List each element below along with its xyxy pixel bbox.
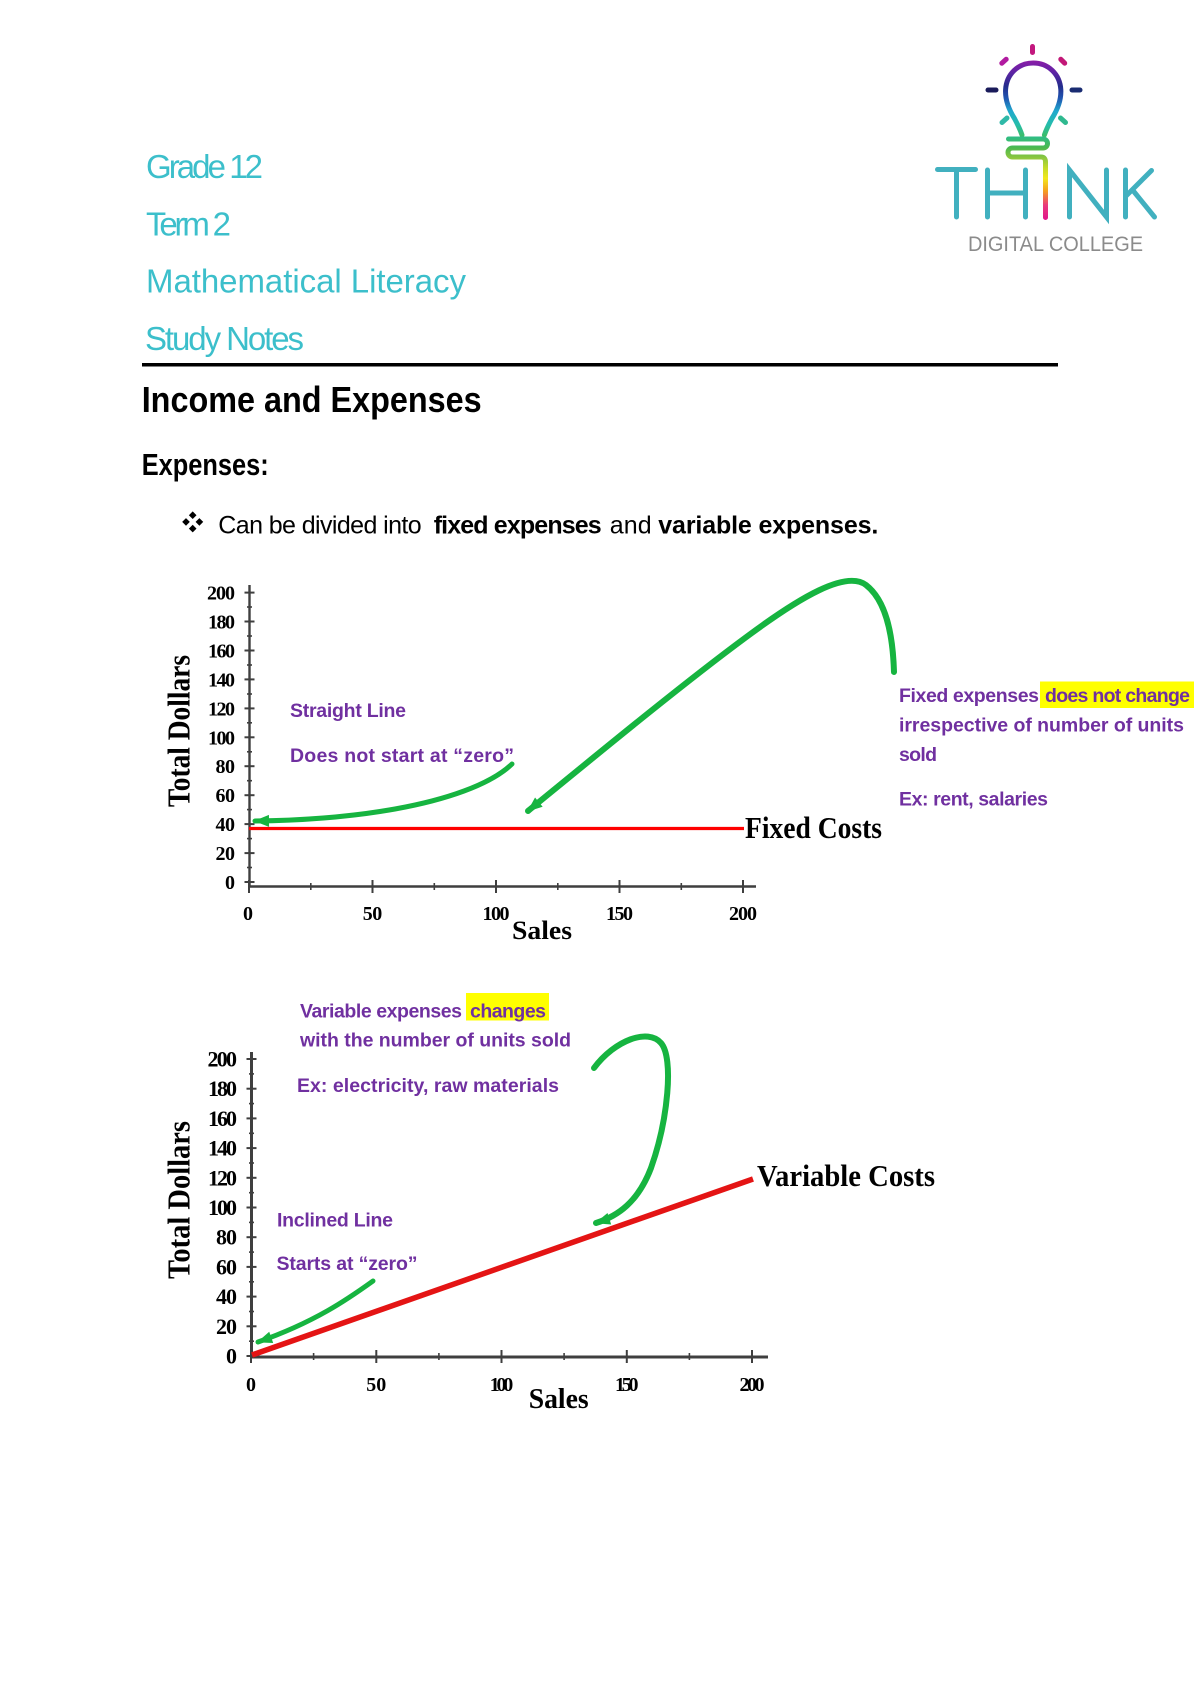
svg-text:Expenses:: Expenses: <box>142 447 269 482</box>
svg-text:80: 80 <box>216 1225 237 1250</box>
svg-text:Ex: electricity, raw materials: Ex: electricity, raw materials <box>297 1075 559 1097</box>
svg-text:20: 20 <box>216 1314 237 1339</box>
svg-text:200: 200 <box>207 583 235 605</box>
svg-text:40: 40 <box>216 1284 237 1309</box>
svg-text:50: 50 <box>363 903 383 925</box>
svg-text:0: 0 <box>226 1344 237 1369</box>
svg-text:0: 0 <box>243 903 253 925</box>
svg-text:and: and <box>610 511 652 539</box>
svg-text:Sales: Sales <box>529 1383 589 1415</box>
svg-text:Term 2: Term 2 <box>146 206 231 243</box>
svg-text:Mathematical Literacy: Mathematical Literacy <box>146 263 467 300</box>
svg-text:100: 100 <box>208 1195 237 1220</box>
svg-text:fixed expenses: fixed expenses <box>434 511 602 539</box>
svg-text:does not change: does not change <box>1045 685 1190 707</box>
svg-text:Ex: rent, salaries: Ex: rent, salaries <box>899 789 1048 811</box>
svg-text:Starts at “zero”: Starts at “zero” <box>277 1253 418 1275</box>
svg-text:0: 0 <box>246 1374 256 1396</box>
svg-text:Study Notes: Study Notes <box>145 320 304 357</box>
svg-text:160: 160 <box>208 641 235 663</box>
svg-text:160: 160 <box>208 1106 237 1131</box>
svg-text:irrespective of number of unit: irrespective of number of units <box>899 715 1184 737</box>
svg-text:DIGITAL COLLEGE: DIGITAL COLLEGE <box>968 233 1143 256</box>
svg-text:150: 150 <box>606 903 633 925</box>
svg-text:Fixed Costs: Fixed Costs <box>745 810 882 845</box>
svg-text:140: 140 <box>208 669 235 691</box>
svg-text:180: 180 <box>208 1076 237 1101</box>
svg-text:140: 140 <box>208 1136 237 1161</box>
svg-text:40: 40 <box>216 814 236 836</box>
svg-text:120: 120 <box>208 698 235 720</box>
svg-text:with the number of units sold: with the number of units sold <box>299 1030 571 1052</box>
svg-text:sold: sold <box>899 744 937 766</box>
svg-text:80: 80 <box>216 756 236 778</box>
svg-text:Fixed expenses: Fixed expenses <box>899 685 1039 707</box>
svg-text:Variable expenses: Variable expenses <box>300 1001 462 1023</box>
svg-text:20: 20 <box>216 843 236 865</box>
svg-text:120: 120 <box>208 1165 237 1190</box>
svg-text:150: 150 <box>615 1374 639 1396</box>
svg-text:Total Dollars: Total Dollars <box>161 1121 197 1279</box>
svg-text:200: 200 <box>740 1374 765 1396</box>
svg-text:Straight Line: Straight Line <box>290 700 406 722</box>
svg-text:0: 0 <box>225 872 235 894</box>
svg-text:200: 200 <box>208 1047 238 1072</box>
svg-text:variable expenses.: variable expenses. <box>658 511 878 539</box>
svg-text:180: 180 <box>208 612 235 634</box>
svg-text:100: 100 <box>208 727 235 749</box>
svg-text:Total Dollars: Total Dollars <box>161 655 197 807</box>
svg-text:Variable Costs: Variable Costs <box>757 1158 935 1193</box>
svg-text:60: 60 <box>216 785 236 807</box>
svg-text:Does not start at “zero”: Does not start at “zero” <box>290 745 514 767</box>
svg-text:Income and Expenses: Income and Expenses <box>142 379 482 420</box>
svg-text:200: 200 <box>729 903 757 925</box>
svg-text:50: 50 <box>366 1374 386 1396</box>
svg-text:100: 100 <box>490 1374 514 1396</box>
svg-text:60: 60 <box>216 1254 237 1279</box>
svg-text:100: 100 <box>483 903 510 925</box>
svg-text:Inclined Line: Inclined Line <box>277 1210 393 1232</box>
svg-text:Grade 12: Grade 12 <box>146 148 263 185</box>
svg-text:changes: changes <box>470 1001 546 1023</box>
svg-text:Can be divided into: Can be divided into <box>218 511 421 539</box>
svg-text:Sales: Sales <box>512 916 572 945</box>
